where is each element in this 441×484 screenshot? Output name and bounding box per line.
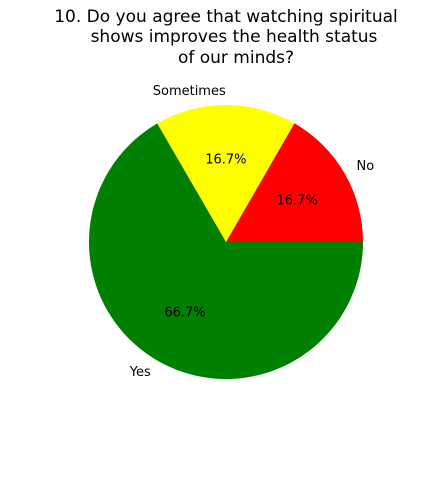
chart-title: 10. Do you agree that watching spiritual… bbox=[54, 7, 398, 68]
pie-slice-no bbox=[226, 123, 363, 242]
chart-title-line-2: shows improves the health status bbox=[91, 27, 378, 47]
pie-value-label-sometimes: 16.7% bbox=[205, 152, 246, 167]
pie-labels: No 16.7% Sometimes 16.7% Yes 66.7% bbox=[129, 84, 374, 380]
chart-title-line-1: 10. Do you agree that watching spiritual bbox=[54, 7, 398, 27]
pie-label-no: No bbox=[356, 159, 374, 174]
pie-label-sometimes: Sometimes bbox=[153, 84, 226, 99]
pie-value-label-yes: 66.7% bbox=[164, 306, 205, 321]
pie-value-label-no: 16.7% bbox=[277, 193, 318, 208]
chart-title-line-3: of our minds? bbox=[178, 48, 294, 68]
pie-slice-sometimes bbox=[157, 104, 295, 242]
pie-slices bbox=[88, 104, 363, 380]
pie-label-yes: Yes bbox=[129, 365, 151, 380]
pie-slice-yes bbox=[88, 123, 363, 380]
